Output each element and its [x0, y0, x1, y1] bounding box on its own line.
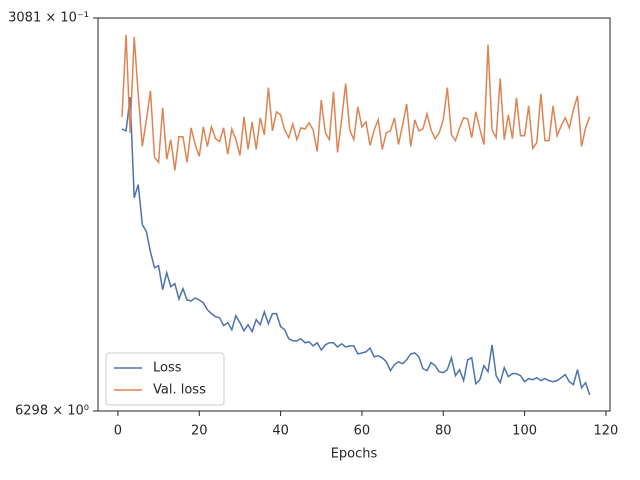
legend-box [105, 352, 225, 406]
series-line [121, 96, 591, 396]
x-tick-label: 40 [272, 424, 289, 439]
legend-label: Val. loss [153, 383, 206, 398]
plot-frame [97, 17, 611, 412]
legend-label: Loss [153, 361, 182, 376]
y-tick-label: 6298 × 10⁰ [15, 404, 89, 419]
x-tick-label: 0 [114, 424, 122, 439]
series-line [121, 34, 591, 171]
x-tick-label: 60 [354, 424, 371, 439]
x-axis-label: Epochs [331, 447, 378, 462]
x-tick-label: 20 [191, 424, 208, 439]
x-tick-label: 120 [594, 424, 619, 439]
x-tick-label: 80 [435, 424, 452, 439]
y-tick-label: 3081 × 10⁻¹ [8, 11, 89, 26]
x-tick-label: 100 [512, 424, 537, 439]
